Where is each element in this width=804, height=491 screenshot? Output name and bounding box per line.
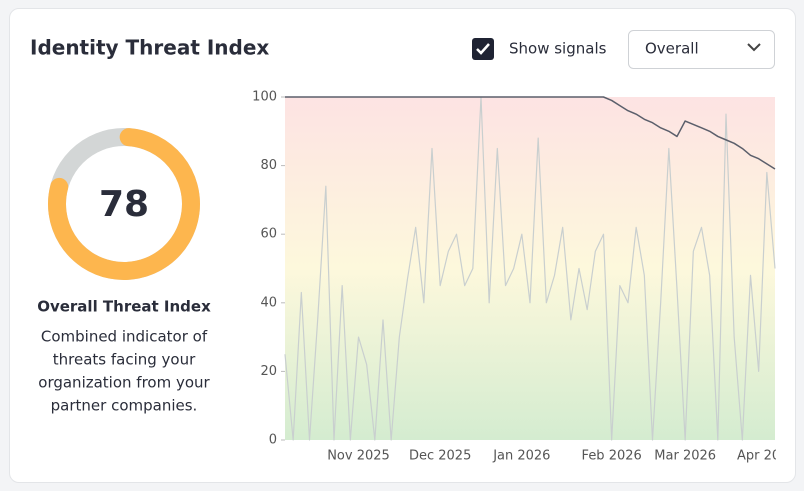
series-line xyxy=(284,96,776,441)
y-tick-label: 0 xyxy=(269,433,277,448)
y-tick-label: 20 xyxy=(260,364,277,379)
dropdown-value: Overall xyxy=(645,40,699,58)
gauge-label: Overall Threat Index xyxy=(37,298,211,316)
dropdown[interactable] xyxy=(628,30,775,69)
x-tick-label: Apr 2026 xyxy=(737,449,797,464)
description-line: Combined indicator of xyxy=(41,328,208,346)
x-tick-label: Mar 2026 xyxy=(654,449,716,464)
y-tick-label: 40 xyxy=(260,295,277,310)
x-tick-label: Feb 2026 xyxy=(582,449,642,464)
description-line: threats facing your xyxy=(53,351,196,369)
gauge-value: 78 xyxy=(99,184,149,225)
x-tick-label: Nov 2025 xyxy=(327,449,390,464)
y-tick-label: 100 xyxy=(252,90,277,105)
gauge-arc xyxy=(48,128,200,280)
description-line: organization from your xyxy=(38,374,210,392)
checkbox-label[interactable]: Show signals xyxy=(509,40,607,58)
zone-background xyxy=(285,97,775,440)
x-tick-label: Dec 2025 xyxy=(409,449,471,464)
title: Identity Threat Index xyxy=(30,36,269,60)
check-icon xyxy=(476,43,490,55)
x-tick-label: Jan 2026 xyxy=(492,449,550,464)
series-line xyxy=(285,96,776,170)
y-tick-label: 80 xyxy=(260,158,277,173)
chevron xyxy=(747,43,761,52)
y-tick-label: 60 xyxy=(260,227,277,242)
x-axis: Nov 2025 Dec 2025 Jan 2026 Feb 2026 Mar 2026… xyxy=(327,449,797,464)
description-line: partner companies. xyxy=(51,397,198,415)
